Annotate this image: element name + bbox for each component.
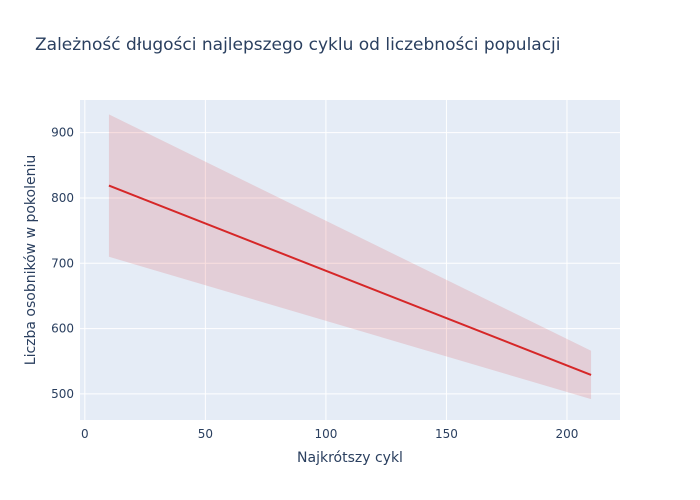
series-line-layer (108, 184, 592, 376)
x-tick-label: 100 (314, 427, 337, 441)
y-tick-label: 800 (51, 191, 74, 205)
y-tick-labels: 500 600 700 800 900 (51, 126, 74, 401)
grid-lines (80, 100, 620, 420)
y-tick-label: 700 (51, 256, 74, 270)
x-tick-label: 0 (81, 427, 89, 441)
y-tick-label: 500 (51, 387, 74, 401)
y-tick-label: 600 (51, 322, 74, 336)
y-axis-title: Liczba osobników w pokoleniu (23, 155, 39, 365)
x-tick-label: 150 (435, 427, 458, 441)
plot-area (80, 100, 620, 420)
chart-title: Zależność długości najlepszego cyklu od … (35, 35, 561, 55)
x-axis-title: Najkrótszy cykl (297, 450, 403, 466)
y-tick-label: 900 (51, 126, 74, 140)
series-line (108, 184, 592, 376)
x-tick-label: 50 (198, 427, 213, 441)
x-tick-label: 200 (556, 427, 579, 441)
x-tick-labels: 0 50 100 150 200 (81, 427, 578, 441)
